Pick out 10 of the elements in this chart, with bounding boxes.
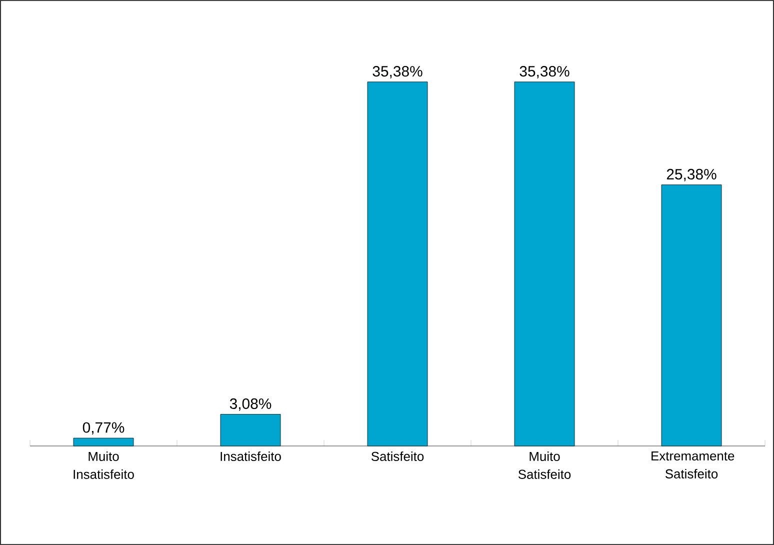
x-tick-label: Insatisfeito: [220, 452, 281, 462]
x-tick-label: Extremamente Satisfeito: [652, 452, 734, 478]
data-label: 35,38%: [520, 66, 570, 78]
data-label: 3,08%: [230, 398, 272, 411]
data-label: 0,77%: [82, 422, 124, 435]
x-tick-label: Muito Insatisfeito: [74, 452, 134, 479]
data-label: 35,38%: [372, 66, 422, 78]
x-tick-label: Muito Satisfeito: [518, 452, 571, 479]
x-tick-label: Satisfeito: [371, 452, 424, 462]
data-label: 25,38%: [666, 168, 716, 182]
